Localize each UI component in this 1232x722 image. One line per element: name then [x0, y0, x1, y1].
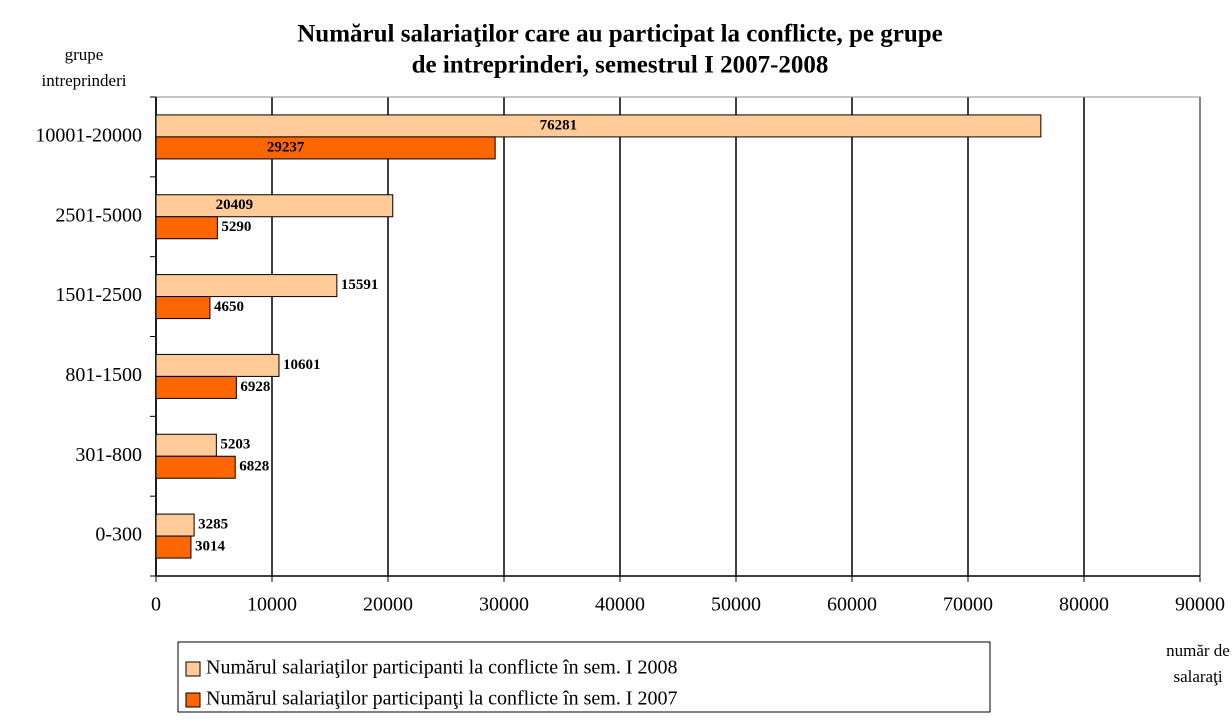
legend-swatch — [185, 661, 201, 677]
y-tick-label: 10001-20000 — [35, 125, 142, 147]
y-tick-label: 801-1500 — [65, 364, 142, 386]
chart-title: Numărul salariaţilor care au participat … — [297, 21, 943, 48]
bar — [155, 455, 236, 479]
x-tick-label: 0 — [151, 594, 161, 616]
bar — [155, 513, 195, 537]
bar — [155, 375, 237, 399]
data-label: 3014 — [195, 539, 226, 555]
data-label: 20409 — [216, 197, 254, 213]
bar — [155, 216, 218, 240]
data-label: 6928 — [240, 379, 270, 395]
data-label: 6828 — [239, 459, 269, 475]
data-label: 5203 — [220, 437, 250, 453]
chart-title: de intreprinderi, semestrul I 2007-2008 — [412, 52, 829, 79]
bar — [155, 433, 217, 457]
data-label: 4650 — [214, 299, 244, 315]
y-axis-label: intreprinderi — [42, 71, 127, 90]
data-label: 10601 — [283, 357, 321, 373]
x-tick-label: 10000 — [247, 594, 297, 616]
legend-label: Numărul salariaţilor participanti la con… — [206, 657, 678, 679]
data-label: 76281 — [540, 117, 578, 133]
bar — [155, 136, 496, 160]
bar — [155, 194, 394, 218]
data-label: 5290 — [221, 219, 251, 235]
y-tick-label: 0-300 — [95, 524, 142, 546]
x-tick-label: 90000 — [1175, 594, 1225, 616]
x-tick-label: 30000 — [479, 594, 529, 616]
data-label: 29237 — [267, 139, 305, 155]
y-tick-label: 2501-5000 — [55, 204, 142, 226]
legend-label: Numărul salariaţilor participanţi la con… — [206, 688, 678, 710]
plot-area — [155, 96, 1201, 577]
legend-swatch — [185, 692, 201, 708]
x-axis-label: salaraţi — [1173, 667, 1222, 686]
y-axis-label: grupe — [65, 45, 104, 64]
bar — [155, 296, 211, 320]
bar — [155, 114, 1042, 138]
x-tick-label: 80000 — [1059, 594, 1109, 616]
y-tick-label: 301-800 — [75, 444, 142, 466]
bar — [155, 274, 338, 298]
legend-box — [177, 641, 991, 713]
x-tick-label: 40000 — [595, 594, 645, 616]
bar — [155, 353, 280, 377]
y-tick-label: 1501-2500 — [55, 284, 142, 306]
data-label: 15591 — [341, 277, 379, 293]
x-axis-label: număr de — [1166, 641, 1230, 660]
x-tick-label: 70000 — [943, 594, 993, 616]
data-label: 3285 — [198, 517, 228, 533]
x-tick-label: 60000 — [827, 594, 877, 616]
x-tick-label: 50000 — [711, 594, 761, 616]
x-tick-label: 20000 — [363, 594, 413, 616]
bar — [155, 535, 192, 559]
